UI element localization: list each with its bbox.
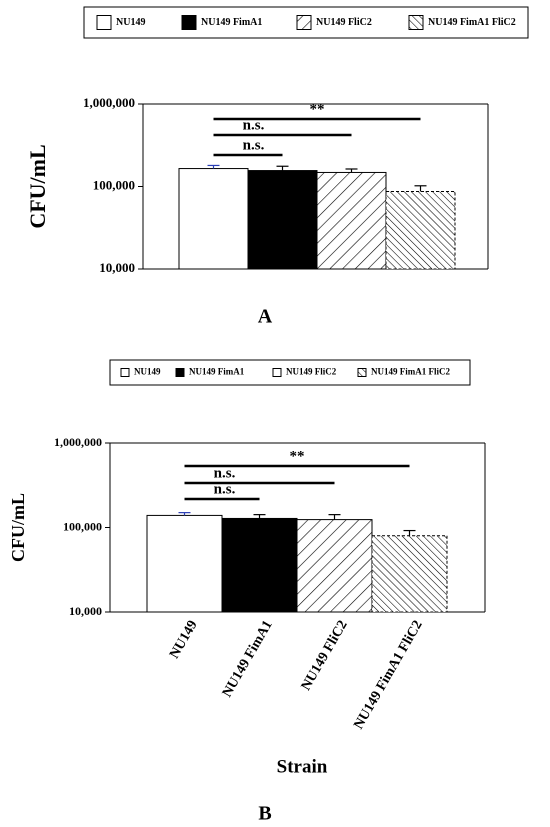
y-axis-label: CFU/mL: [25, 144, 50, 228]
legend-swatch: [357, 368, 367, 377]
bar: [385, 190, 456, 270]
x-tick-label: NU149: [167, 618, 201, 661]
legend-box: [109, 359, 471, 386]
legend-label: NU149 FimA1: [189, 367, 245, 377]
panel: NU149 NU149 FimA1 NU149 FliC2 NU149 FimA1 F…: [25, 6, 529, 328]
significance-label: n.s.: [214, 481, 236, 497]
bar: [178, 168, 249, 270]
significance-label: n.s.: [214, 465, 236, 481]
panel-caption: A: [258, 306, 273, 328]
x-axis-label: Strain: [277, 756, 328, 777]
legend-label: NU149 FliC2: [316, 17, 372, 28]
significance-label: n.s.: [243, 137, 265, 153]
legend-label: NU149: [116, 17, 145, 28]
legend-label: NU149 FliC2: [286, 367, 337, 377]
y-tick-label: 10,000: [69, 604, 102, 618]
bar: [247, 170, 318, 270]
significance-label: **: [310, 101, 325, 117]
legend-swatch: [181, 15, 197, 30]
legend-swatch: [408, 15, 424, 30]
legend-label: NU149 FimA1 FliC2: [428, 17, 516, 28]
y-tick-label: 1,000,000: [54, 435, 102, 449]
legend-label: NU149 FimA1 FliC2: [371, 367, 450, 377]
legend-swatch: [296, 15, 312, 30]
bar: [371, 535, 448, 613]
significance-label: n.s.: [243, 117, 265, 133]
bar: [296, 519, 373, 613]
panel: NU149 NU149 FimA1 NU149 FliC2 NU149 FimA1 F…: [8, 359, 486, 825]
x-tick-label: NU149 FimA1: [220, 618, 276, 700]
y-tick-label: 100,000: [63, 519, 102, 533]
significance-label: **: [290, 448, 305, 464]
legend-label: NU149 FimA1: [201, 17, 262, 28]
panel-caption: B: [258, 803, 271, 825]
legend-label: NU149: [134, 367, 161, 377]
bar: [146, 514, 223, 613]
y-tick-label: 100,000: [93, 177, 135, 192]
legend-swatch: [96, 15, 112, 30]
x-tick-label: NU149 FliC2: [299, 618, 351, 693]
bar: [316, 171, 387, 270]
legend-swatch: [272, 368, 282, 377]
y-tick-label: 10,000: [99, 260, 135, 275]
y-axis-label: CFU/mL: [8, 493, 28, 562]
bar: [221, 517, 298, 613]
legend-swatch: [175, 368, 185, 377]
y-tick-label: 1,000,000: [83, 95, 135, 110]
legend-swatch: [120, 368, 130, 377]
x-tick-label: NU149 FimA1 FliC2: [351, 618, 425, 732]
